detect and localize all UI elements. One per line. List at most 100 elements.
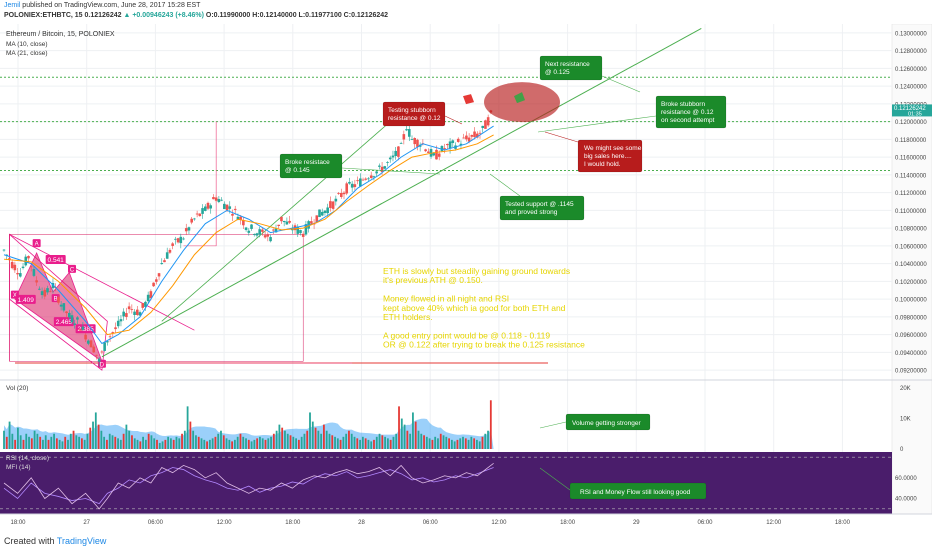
candle-body [108,336,112,338]
candle-body [296,227,300,234]
volume-bar [44,435,47,449]
ma10-line [3,125,494,345]
annotation-pointer [539,467,571,491]
annotation-pointer [444,115,463,125]
rsi-background [0,452,892,514]
volume-bar [487,430,489,449]
annotation-big-sales: I would hold. [584,161,621,168]
annotation-big-sales: We might see some [584,145,642,152]
candle-body [271,229,275,231]
candle-body [100,351,104,353]
pattern-point-box [97,359,106,368]
candle-body [92,346,96,353]
volume-bar [425,436,428,449]
candle-body [40,291,44,296]
time-tick-label: 18:00 [835,520,851,526]
volume-bar [147,433,150,449]
volume-bar [328,433,331,449]
candle-body [437,153,441,157]
time-tick-label: 06:00 [697,520,713,526]
volume-bar [342,436,345,449]
volume-bar [284,430,286,449]
author-name[interactable]: Jemil [4,2,21,9]
volume-bar [261,438,264,449]
analysis-text: OR @ 0.122 after trying to break the 0.1… [383,340,585,350]
volume-bar [164,439,167,449]
candle-body [394,150,397,157]
candle-body [174,238,177,240]
price-tick-label: 0.12800000 [895,49,927,55]
volume-bar [144,439,147,449]
volume-bar [172,439,175,449]
candle-body [410,138,414,140]
pattern-ratio-label: 1.409 [18,297,35,304]
chart-area[interactable]: 0.13000000 0.12800000 0.12600000 0.12400000… [0,23,932,534]
volume-bar [345,433,348,449]
volume-bar [19,435,22,449]
volume-bar [25,433,28,449]
candle-body [345,183,349,194]
volume-bar [153,438,156,449]
annotation-pointer [489,173,521,197]
volume-bar [69,433,72,449]
footer: Created with TradingView [0,534,932,550]
volume-tick-label: 10K [900,417,911,423]
volume-bar [481,436,484,449]
annotation-broke-stubborn-box [655,95,727,129]
candle-body [190,218,193,223]
time-tick-label: 28 [358,520,365,526]
candle-body [228,206,232,209]
volume-bar [314,427,317,449]
chart-title: Ethereum / Bitcoin, 15, POLONIEX [6,31,115,38]
volume-bar [281,427,284,449]
volume-bar [373,439,375,449]
candle-body [323,210,327,213]
annotation-next-resistance: Next resistance [545,61,590,68]
candle-body [301,233,305,237]
candle-body [299,230,302,234]
pattern-ratio-box [53,317,74,327]
candle-body [388,157,392,160]
candle-body [247,230,251,233]
volume-bar [267,438,270,449]
candle-body [163,260,166,263]
pattern-ratio-box [15,294,36,304]
volume-bar [423,435,425,449]
green-flag-icon [514,92,525,104]
price-tick-label: 0.11200000 [895,191,927,197]
candle-body [456,138,460,142]
volume-bar [448,438,450,449]
mfi-title: MFI (14) [6,464,31,471]
publish-info: published on TradingView.com, June 28, 2… [22,2,201,9]
volume-bar [86,433,89,449]
volume-bar [103,436,106,449]
candle-body [310,221,313,224]
publish-line: Jemil published on TradingView.com, June… [4,2,200,9]
volume-bar [170,438,172,449]
candle-body [375,171,378,174]
candle-body [116,320,120,327]
annotation-big-sales-box [577,139,643,173]
volume-bar [217,433,220,449]
volume-bar [242,436,245,449]
volume-bar [367,439,370,449]
volume-bar [97,424,100,449]
analysis-text: Money flowed in all night and RSI [383,294,509,304]
candle-body [160,263,164,265]
volume-bar [278,424,281,449]
candle-body [81,326,85,330]
countdown-label: 01:35 [908,111,922,117]
annotation-pointer [537,115,657,133]
candle-body [337,193,340,194]
chart-svg[interactable]: 0.13000000 0.12800000 0.12600000 0.12400000… [0,23,932,534]
candle-body [446,143,449,146]
volume-bar [348,430,350,449]
volume-bar [306,430,309,449]
volume-bar [75,435,78,449]
volume-bar [108,433,111,449]
tradingview-logo[interactable]: TradingView [56,536,107,546]
time-tick-label: 06:00 [148,520,164,526]
volume-bar [72,430,75,449]
pattern-point-label: A [35,242,39,248]
candle-body [369,175,373,178]
